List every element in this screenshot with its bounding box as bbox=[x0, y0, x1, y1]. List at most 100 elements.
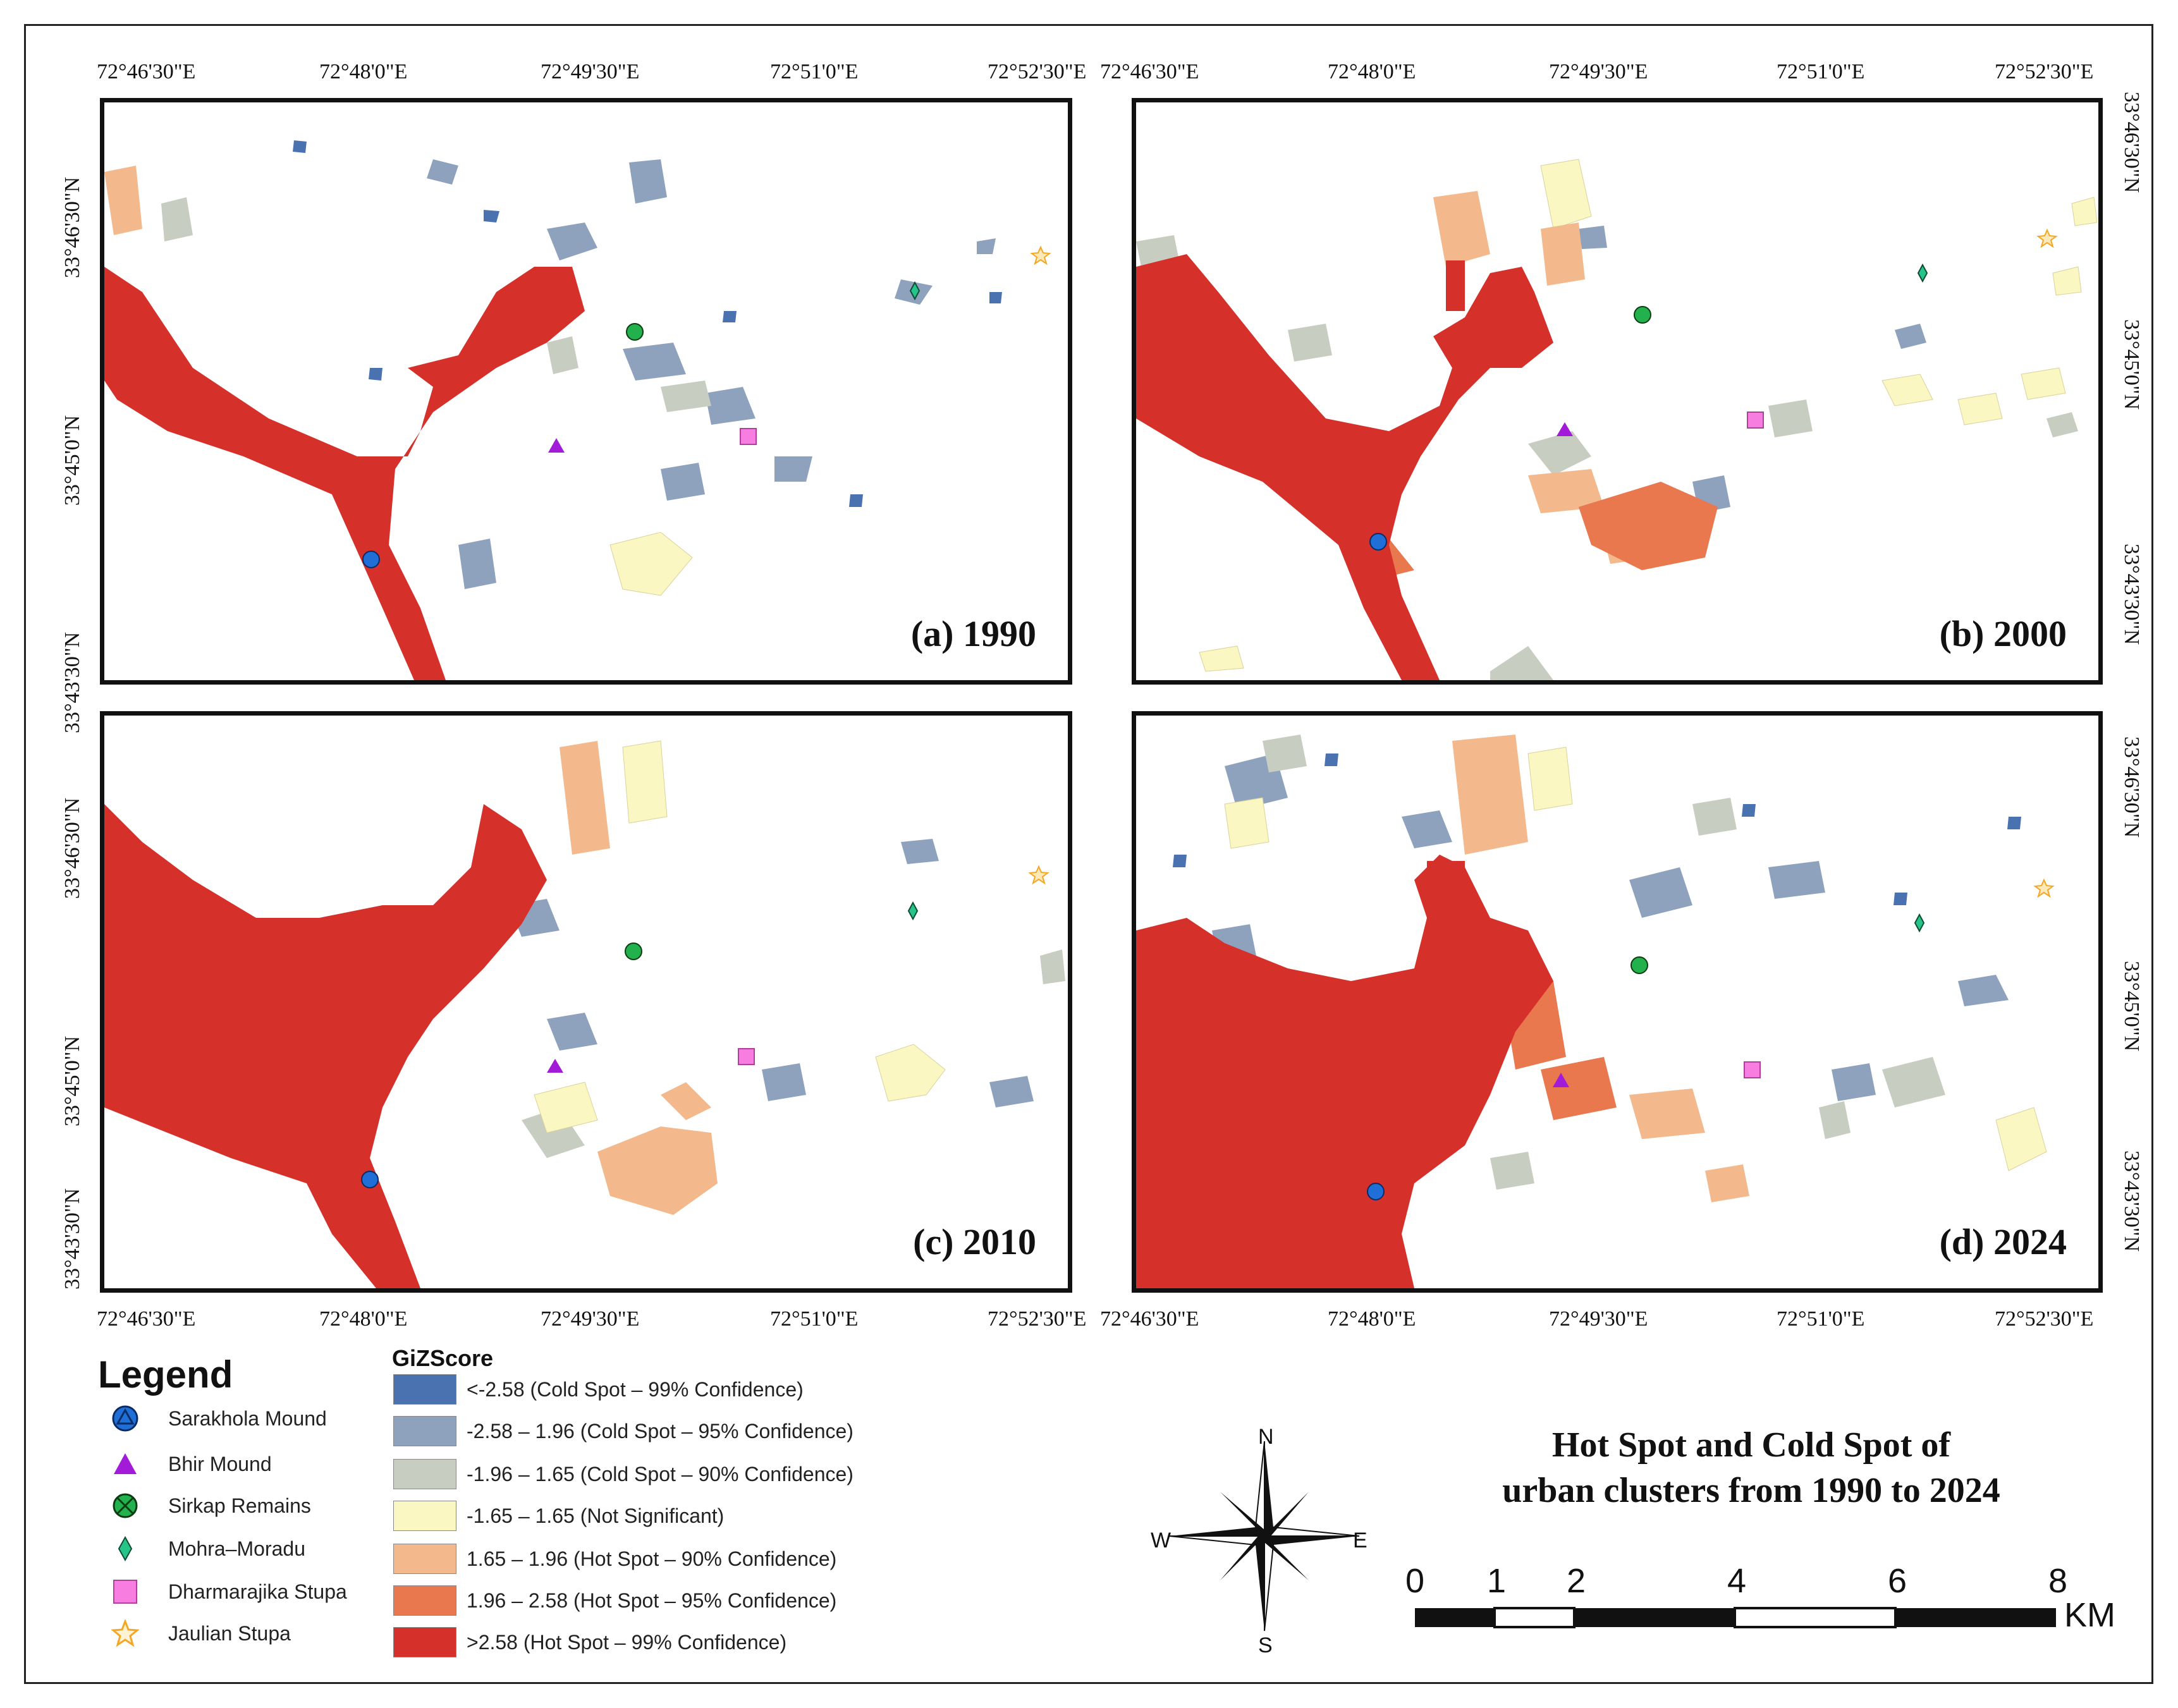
panel-2024-map bbox=[1136, 735, 2047, 1288]
lon-tick: 72°51'0"E bbox=[770, 60, 859, 83]
map-title-line1: Hot Spot and Cold Spot of bbox=[1551, 1425, 1951, 1465]
lon-tick: 72°49'30"E bbox=[541, 60, 640, 83]
cold-spot-patches bbox=[1212, 753, 2009, 1101]
lon-tick: 72°46'30"E bbox=[97, 1307, 196, 1331]
gizscore-class: 1.65 – 1.96 (Hot Spot – 90% Confidence) bbox=[393, 1542, 836, 1575]
panel-label: (d) 2024 bbox=[1939, 1221, 2067, 1262]
hot-spot-90-patches bbox=[104, 166, 142, 235]
not-significant-patches bbox=[534, 740, 946, 1133]
dharmarajika-stupa-icon bbox=[107, 1574, 143, 1609]
lon-tick: 72°48'0"E bbox=[319, 1307, 408, 1331]
bhir-mound-icon bbox=[107, 1446, 143, 1482]
legend-label: Sirkap Remains bbox=[168, 1494, 311, 1517]
scale-label: 6 bbox=[1888, 1562, 1907, 1600]
map-panel-2000: (b) 2000 bbox=[1132, 98, 2103, 685]
cold-spot-99-patches bbox=[1173, 753, 2021, 905]
gizscore-label: -1.65 – 1.65 (Not Significant) bbox=[467, 1504, 725, 1527]
east-label: E bbox=[1353, 1528, 1367, 1552]
west-label: W bbox=[1151, 1528, 1172, 1552]
lon-tick: 72°52'30"E bbox=[1995, 60, 2094, 83]
cold-spot-90-patches bbox=[161, 197, 711, 412]
cold-spot-90-patches bbox=[522, 949, 1065, 1158]
not-significant-patches bbox=[609, 532, 693, 596]
lat-tick: 33°45'0"N bbox=[2120, 961, 2143, 1052]
legend-item-dharmarajika: Dharmarajika Stupa bbox=[107, 1574, 347, 1609]
map-panel-2010: (c) 2010 bbox=[100, 711, 1072, 1293]
gizscore-class: <-2.58 (Cold Spot – 99% Confidence) bbox=[393, 1373, 804, 1406]
gizscore-class: -1.65 – 1.65 (Not Significant) bbox=[393, 1499, 724, 1532]
cold-spot-patches bbox=[427, 159, 996, 589]
panel-label: (a) 1990 bbox=[910, 613, 1036, 654]
gizscore-class: >2.58 (Hot Spot – 99% Confidence) bbox=[393, 1626, 786, 1659]
hot-spot-90-patches bbox=[1452, 735, 1749, 1202]
lat-tick: 33°43'30"N bbox=[2120, 544, 2143, 645]
lat-tick: 33°45'0"N bbox=[2120, 319, 2143, 410]
lon-tick: 72°46'30"E bbox=[1100, 1307, 1199, 1331]
map-panel-1990: (a) 1990 bbox=[100, 98, 1072, 685]
lon-tick: 72°49'30"E bbox=[1549, 1307, 1648, 1331]
map-title: Hot Spot and Cold Spot of urban clusters… bbox=[1416, 1422, 2086, 1513]
legend-label: Sarakhola Mound bbox=[168, 1406, 327, 1430]
cold-spot-patches bbox=[1579, 226, 1926, 513]
scale-label: 0 bbox=[1405, 1562, 1425, 1600]
cold-spot-99-patches bbox=[293, 140, 1002, 507]
legend-item-sarakhola: Sarakhola Mound bbox=[107, 1401, 327, 1436]
panel-2010-map bbox=[104, 740, 1065, 1288]
scale-label: 4 bbox=[1727, 1562, 1747, 1600]
gizscore-swatch bbox=[393, 1501, 456, 1531]
hot-spot-90-patches bbox=[560, 741, 718, 1215]
lon-tick: 72°48'0"E bbox=[319, 60, 408, 83]
lon-tick: 72°48'0"E bbox=[1328, 1307, 1416, 1331]
panel-1990-map bbox=[104, 140, 1002, 680]
north-label: N bbox=[1258, 1425, 1274, 1449]
lon-tick: 72°48'0"E bbox=[1328, 60, 1416, 83]
gizscore-label: 1.65 – 1.96 (Hot Spot – 90% Confidence) bbox=[467, 1547, 837, 1570]
lat-tick: 33°46'30"N bbox=[61, 797, 84, 899]
gizscore-label: <-2.58 (Cold Spot – 99% Confidence) bbox=[467, 1377, 804, 1401]
lon-tick: 72°52'30"E bbox=[1995, 1307, 2094, 1331]
panel-label: (c) 2010 bbox=[913, 1221, 1036, 1262]
map-panel-2024: (d) 2024 bbox=[1132, 711, 2103, 1293]
cold-spot-90-patches bbox=[1136, 235, 2078, 680]
sarakhola-mound-icon bbox=[107, 1401, 143, 1436]
lon-tick: 72°51'0"E bbox=[1777, 1307, 1865, 1331]
lon-tick: 72°51'0"E bbox=[1777, 60, 1865, 83]
lon-tick: 72°49'30"E bbox=[1549, 60, 1648, 83]
hot-spot-99-patches bbox=[1136, 855, 1553, 1288]
panel-2000-map bbox=[1136, 159, 2098, 680]
lat-tick: 33°45'0"N bbox=[61, 1035, 84, 1126]
gizscore-label: 1.96 – 2.58 (Hot Spot – 95% Confidence) bbox=[467, 1589, 837, 1612]
scale-unit: KM bbox=[2064, 1596, 2115, 1634]
hot-spot-99-patches bbox=[1136, 254, 1553, 680]
legend-title: Legend bbox=[98, 1353, 233, 1396]
lat-tick: 33°46'30"N bbox=[2120, 92, 2143, 193]
gizscore-class: 1.96 – 2.58 (Hot Spot – 95% Confidence) bbox=[393, 1584, 836, 1617]
legend-item-mohra: Mohra–Moradu bbox=[107, 1531, 305, 1566]
legend-label: Dharmarajika Stupa bbox=[168, 1580, 347, 1603]
sirkap-remains-icon bbox=[107, 1488, 143, 1523]
gizscore-title: GiZScore bbox=[392, 1345, 494, 1371]
legend-item-bhir: Bhir Mound bbox=[107, 1446, 272, 1482]
scale-label: 8 bbox=[2048, 1562, 2068, 1600]
figure-frame bbox=[24, 24, 2153, 1684]
scale-label: 2 bbox=[1567, 1562, 1586, 1600]
jaulian-stupa-icon bbox=[107, 1616, 143, 1651]
panel-label: (b) 2000 bbox=[1939, 613, 2067, 654]
gizscore-swatch bbox=[393, 1459, 456, 1489]
lon-tick: 72°51'0"E bbox=[770, 1307, 859, 1331]
legend-label: Mohra–Moradu bbox=[168, 1537, 305, 1560]
gizscore-swatch bbox=[393, 1416, 456, 1446]
legend-label: Jaulian Stupa bbox=[168, 1621, 291, 1645]
legend-item-jaulian: Jaulian Stupa bbox=[107, 1616, 291, 1651]
gizscore-swatch bbox=[393, 1585, 456, 1616]
gizscore-label: -1.96 – 1.65 (Cold Spot – 90% Confidence… bbox=[467, 1462, 853, 1485]
north-arrow bbox=[1169, 1441, 1360, 1632]
lat-tick: 33°46'30"N bbox=[2120, 736, 2143, 838]
scale-bar bbox=[1415, 1607, 2056, 1628]
lat-tick: 33°43'30"N bbox=[2120, 1150, 2143, 1252]
not-significant-patches bbox=[1199, 159, 2098, 672]
gizscore-swatch bbox=[393, 1544, 456, 1574]
lat-tick: 33°43'30"N bbox=[61, 1188, 84, 1290]
legend-item-sirkap: Sirkap Remains bbox=[107, 1488, 311, 1523]
hot-spot-99-patches bbox=[104, 804, 547, 1288]
